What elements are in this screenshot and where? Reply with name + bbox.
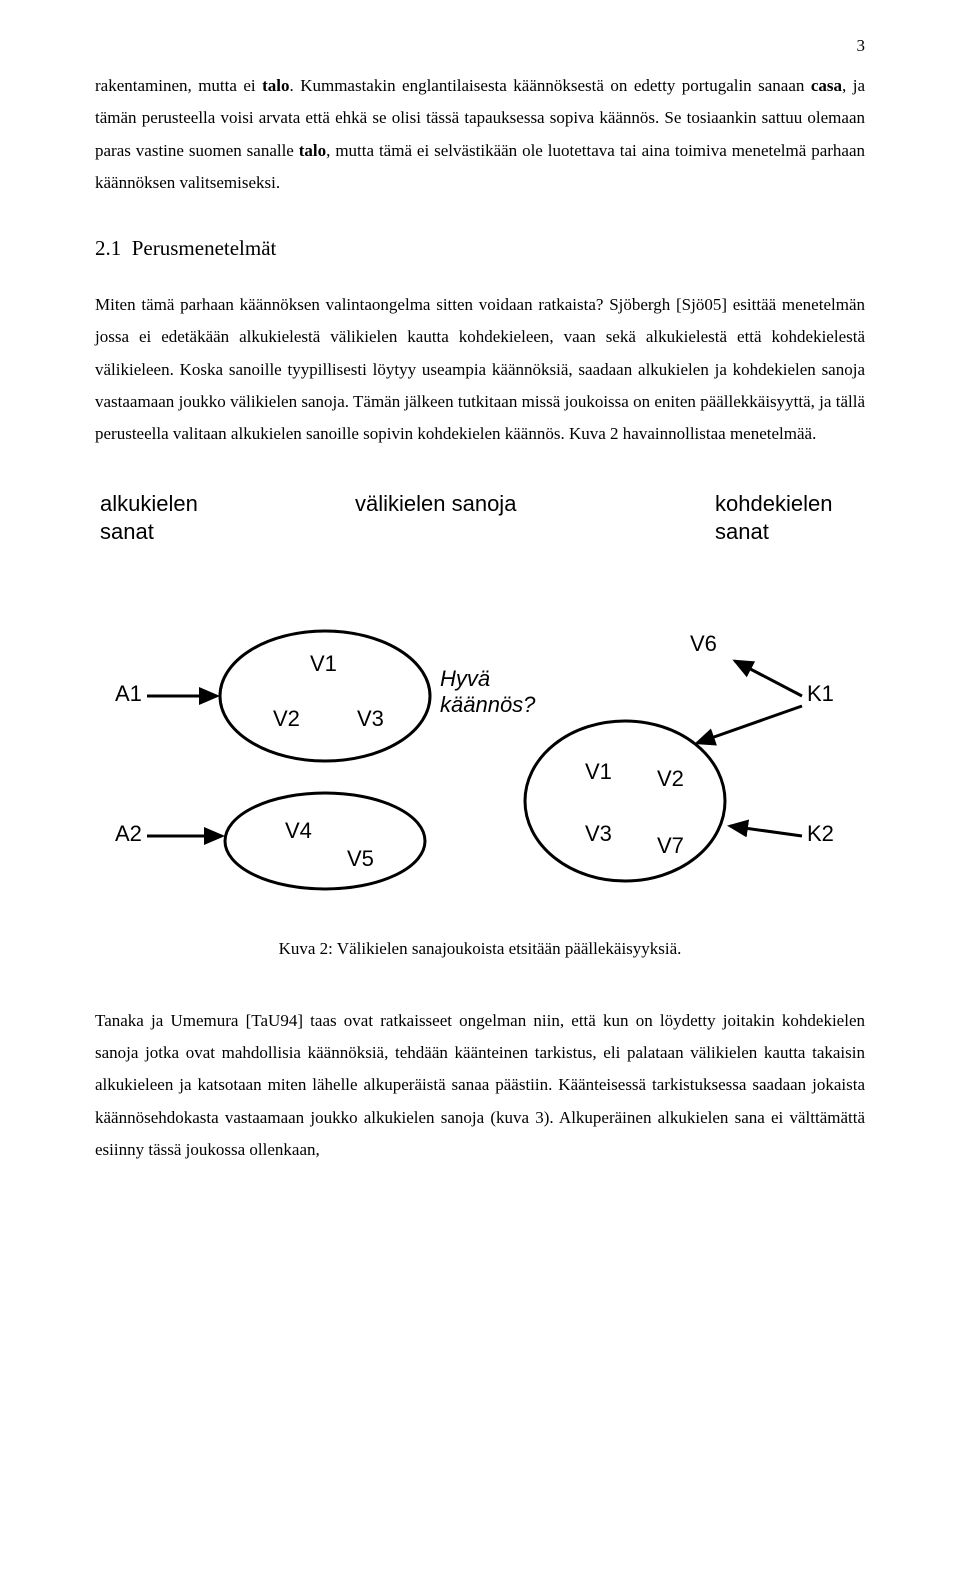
svg-text:K1: K1 — [807, 681, 834, 706]
paragraph-2: Miten tämä parhaan käännöksen valintaong… — [95, 289, 865, 450]
paragraph-1: rakentaminen, mutta ei talo. Kummastakin… — [95, 70, 865, 199]
figure-2-caption: Kuva 2: Välikielen sanajoukoista etsitää… — [95, 933, 865, 965]
section-number: 2.1 — [95, 236, 121, 260]
page-number: 3 — [857, 30, 866, 62]
svg-text:kohdekielen: kohdekielen — [715, 491, 832, 516]
text: . Kummastakin englantilaisesta käännökse… — [290, 76, 811, 95]
bold-term: talo — [262, 76, 289, 95]
svg-text:V2: V2 — [657, 766, 684, 791]
text: rakentaminen, mutta ei — [95, 76, 262, 95]
section-heading: 2.1 Perusmenetelmät — [95, 229, 865, 269]
svg-text:V3: V3 — [585, 821, 612, 846]
svg-text:K2: K2 — [807, 821, 834, 846]
svg-text:V5: V5 — [347, 846, 374, 871]
svg-text:sanat: sanat — [715, 519, 769, 544]
svg-text:V1: V1 — [585, 759, 612, 784]
section-title: Perusmenetelmät — [132, 236, 277, 260]
diagram-svg: alkukielen sanat välikielen sanoja kohdekie… — [95, 481, 865, 921]
svg-text:V6: V6 — [690, 631, 717, 656]
svg-text:V3: V3 — [357, 706, 384, 731]
bold-term: talo — [299, 141, 326, 160]
svg-text:V7: V7 — [657, 833, 684, 858]
figure-2-diagram: alkukielen sanat välikielen sanoja kohdekie… — [95, 481, 865, 921]
svg-text:A1: A1 — [115, 681, 142, 706]
svg-text:Hyvä: Hyvä — [440, 666, 490, 691]
svg-text:käännös?: käännös? — [440, 692, 536, 717]
paragraph-3: Tanaka ja Umemura [TaU94] taas ovat ratk… — [95, 1005, 865, 1166]
svg-text:välikielen sanoja: välikielen sanoja — [355, 491, 517, 516]
svg-text:V4: V4 — [285, 818, 312, 843]
svg-text:A2: A2 — [115, 821, 142, 846]
svg-text:V1: V1 — [310, 651, 337, 676]
svg-text:alkukielen: alkukielen — [100, 491, 198, 516]
svg-text:sanat: sanat — [100, 519, 154, 544]
svg-text:V2: V2 — [273, 706, 300, 731]
bold-term: casa — [811, 76, 842, 95]
